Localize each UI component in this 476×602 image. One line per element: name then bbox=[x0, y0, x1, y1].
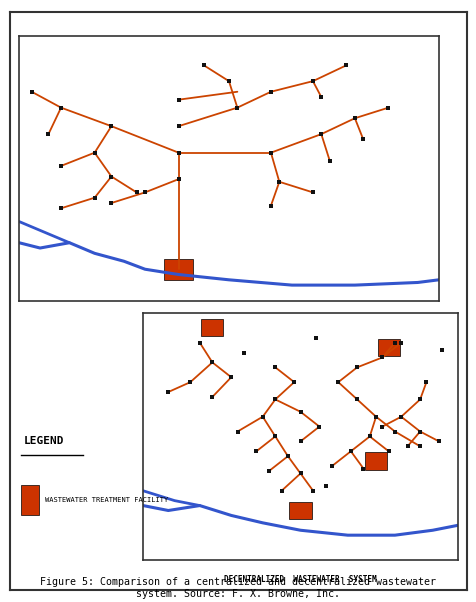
Bar bbox=[377, 339, 399, 356]
Text: CENTRALIZED  WASTEWATER  SYSTEM: CENTRALIZED WASTEWATER SYSTEM bbox=[157, 317, 300, 326]
Bar bbox=[164, 259, 193, 280]
Bar bbox=[289, 502, 311, 519]
Text: LEGEND: LEGEND bbox=[24, 436, 65, 447]
Bar bbox=[20, 485, 39, 515]
Text: WASTEWATER TREATMENT FACILITY: WASTEWATER TREATMENT FACILITY bbox=[45, 497, 168, 503]
Bar bbox=[364, 453, 386, 470]
Text: Figure 5: Comparison of a centralized and decentralized wastewater
system. Sourc: Figure 5: Comparison of a centralized an… bbox=[40, 577, 436, 599]
Bar bbox=[201, 319, 223, 337]
Text: DECENTRALIZED  WASTEWATER  SYSTEM: DECENTRALIZED WASTEWATER SYSTEM bbox=[224, 575, 376, 584]
